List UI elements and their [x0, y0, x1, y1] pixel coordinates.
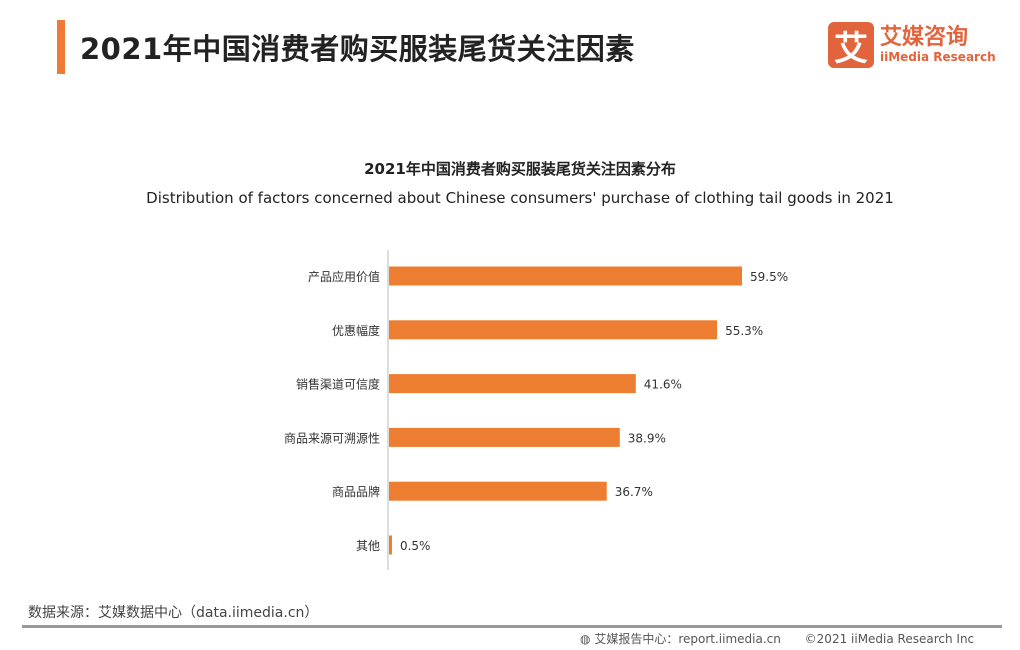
bar [389, 374, 636, 394]
category-label: 其他 [356, 539, 380, 553]
bar [389, 320, 718, 340]
category-label: 商品来源可溯源性 [284, 430, 380, 445]
category-label: 优惠幅度 [332, 323, 380, 338]
logo-cn-text: 艾媒咨询 [880, 25, 969, 50]
category-label: 商品品牌 [332, 484, 380, 499]
bar [389, 535, 392, 555]
bar [389, 266, 742, 286]
value-label: 38.9% [628, 431, 666, 445]
page-title: 2021年中国消费者购买服装尾货关注因素 [80, 32, 635, 66]
logo-en-text: iiMedia Research [880, 50, 996, 64]
value-label: 55.3% [725, 324, 763, 338]
copyright: ©2021 iiMedia Research Inc [804, 632, 975, 646]
category-label: 产品应用价值 [308, 269, 380, 284]
value-label: 59.5% [750, 270, 788, 284]
title-accent-bar [57, 20, 65, 74]
logo-icon: 艾 [828, 22, 874, 69]
footer-divider [22, 625, 1002, 628]
iimedia-logo: 艾 艾媒咨询 iiMedia Research [828, 22, 996, 69]
bar [389, 481, 607, 501]
chart-title: 2021年中国消费者购买服装尾货关注因素分布 [364, 160, 676, 178]
globe-icon: ◍ [580, 632, 591, 646]
footer-info: ◍ 艾媒报告中心：report.iimedia.cn ©2021 iiMedia… [580, 630, 974, 647]
value-label: 36.7% [615, 485, 653, 499]
chart-subtitle: Distribution of factors concerned about … [146, 189, 894, 207]
bar [389, 427, 620, 447]
report-center: 艾媒报告中心：report.iimedia.cn [594, 632, 781, 646]
value-label: 41.6% [644, 378, 682, 392]
data-source: 数据来源：艾媒数据中心（data.iimedia.cn） [28, 605, 319, 621]
value-label: 0.5% [400, 539, 431, 553]
category-label: 销售渠道可信度 [296, 377, 380, 392]
